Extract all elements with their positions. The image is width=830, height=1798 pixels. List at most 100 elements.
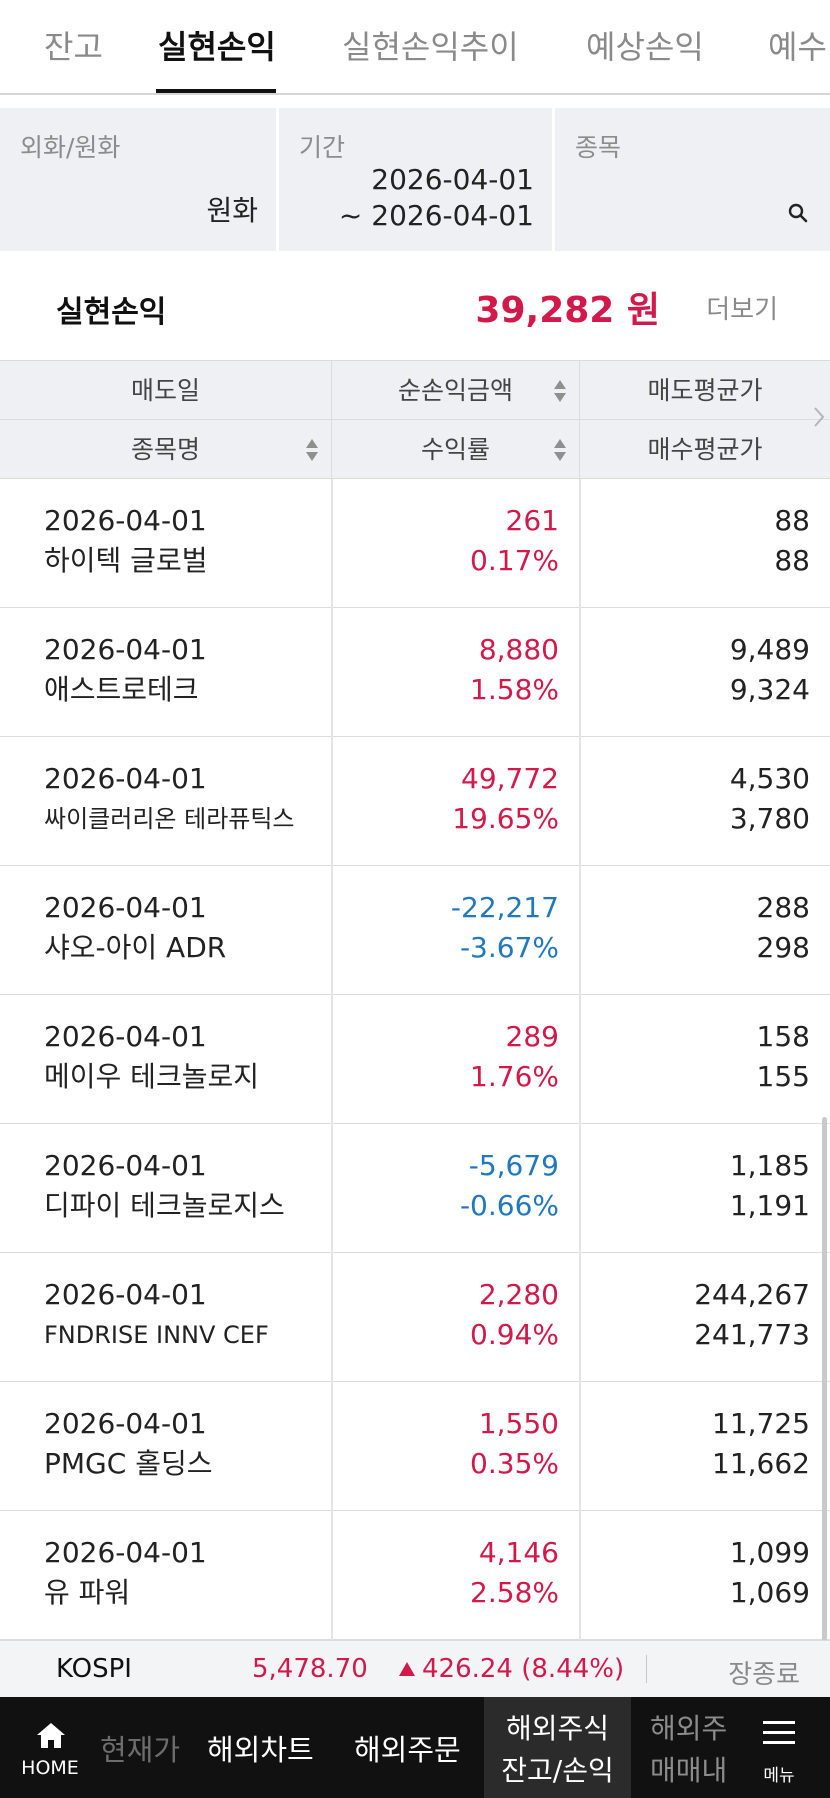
net-profit: 261 (505, 504, 559, 537)
table-row[interactable]: 2026-04-01 PMGC 홀딩스 1,550 0.35% 11,725 11,662 (0, 1382, 830, 1511)
nav-overseas-chart[interactable]: 해외차트 (207, 1733, 314, 1767)
cell-avg-prices: 4,530 3,780 (579, 737, 830, 866)
sell-date: 2026-04-01 (44, 1149, 207, 1182)
sort-icon[interactable] (553, 436, 567, 464)
cell-avg-prices: 1,099 1,069 (579, 1511, 830, 1640)
tab-balance[interactable]: 잔고 (44, 28, 103, 66)
table-row[interactable]: 2026-04-01 메이우 테크놀로지 289 1.76% 158 155 (0, 995, 830, 1124)
stock-name: PMGC 홀딩스 (44, 1447, 213, 1480)
ticker-divider (646, 1655, 647, 1683)
scrollbar[interactable] (822, 1117, 827, 1641)
cell-profit-rate: 261 0.17% (331, 479, 579, 608)
buy-avg-price: 1,069 (729, 1576, 810, 1609)
tab-realized-pnl-trend[interactable]: 실현손익추이 (342, 28, 519, 66)
period-start: 2026-04-01 (371, 163, 534, 196)
stock-name: 하이텍 글로벌 (44, 544, 208, 577)
header-return-rate[interactable]: 수익률 (331, 420, 579, 479)
net-profit: -22,217 (450, 891, 559, 924)
cell-date-name: 2026-04-01 디파이 테크놀로지스 (0, 1124, 331, 1253)
sell-date: 2026-04-01 (44, 891, 207, 924)
return-rate: 2.58% (470, 1576, 559, 1609)
header-stock-name[interactable]: 종목명 (0, 420, 331, 479)
net-profit: 8,880 (478, 633, 559, 666)
active-tab-indicator (156, 89, 276, 93)
search-icon[interactable] (788, 203, 808, 223)
stock-name: 샤오-아이 ADR (44, 931, 227, 964)
ticker-name: KOSPI (56, 1654, 132, 1684)
table-row[interactable]: 2026-04-01 FNDRISE INNV CEF 2,280 0.94% 244,… (0, 1253, 830, 1382)
tab-realized-pnl[interactable]: 실현손익 (158, 28, 276, 66)
stock-filter-label: 종목 (575, 133, 622, 162)
nav-active-line2: 잔고/손익 (501, 1754, 614, 1787)
cell-profit-rate: 4,146 2.58% (331, 1511, 579, 1640)
cell-profit-rate: -22,217 -3.67% (331, 866, 579, 995)
table-header: 매도일 순손익금액 매도평균가 종목명 수익률 매수평균가 (0, 360, 830, 479)
period-filter[interactable]: 기간 2026-04-01 ~ 2026-04-01 (276, 108, 552, 251)
buy-avg-price: 155 (756, 1060, 810, 1093)
more-button[interactable]: 더보기 (706, 295, 778, 325)
cell-profit-rate: 8,880 1.58% (331, 608, 579, 737)
cell-avg-prices: 1,185 1,191 (579, 1124, 830, 1253)
sell-date: 2026-04-01 (44, 1020, 207, 1053)
realized-pnl-summary: 실현손익 39,282 원 더보기 (0, 251, 830, 360)
net-profit: 49,772 (461, 762, 559, 795)
buy-avg-price: 88 (774, 544, 810, 577)
nav-current-price[interactable]: 현재가 (100, 1733, 181, 1767)
tab-bar: 잔고 실현손익 실현손익추이 예상손익 예수 (0, 0, 830, 95)
net-profit: 4,146 (478, 1536, 559, 1569)
sort-icon[interactable] (305, 436, 319, 464)
tab-expected-pnl[interactable]: 예상손익 (586, 28, 704, 66)
header-sell-date: 매도일 (130, 376, 200, 405)
sell-avg-price: 1,185 (729, 1149, 810, 1182)
table-row[interactable]: 2026-04-01 싸이클러리온 테라퓨틱스 49,772 19.65% 4,530 3… (0, 737, 830, 866)
tab-deposit[interactable]: 예수 (768, 28, 827, 66)
return-rate: -0.66% (459, 1189, 559, 1222)
index-ticker[interactable]: KOSPI 5,478.70 426.24 (8.44%) 장종료 (0, 1640, 830, 1697)
cell-avg-prices: 244,267 241,773 (579, 1253, 830, 1382)
currency-filter[interactable]: 외화/원화 원화 (0, 108, 276, 251)
sell-avg-price: 158 (756, 1020, 810, 1053)
chevron-right-icon[interactable] (812, 405, 826, 429)
nav-overseas-trade-history[interactable]: 해외주 매매내 (650, 1697, 728, 1798)
ticker-change: 426.24 (8.44%) (422, 1654, 625, 1684)
cell-date-name: 2026-04-01 하이텍 글로벌 (0, 479, 331, 608)
table-row[interactable]: 2026-04-01 샤오-아이 ADR -22,217 -3.67% 288 298 (0, 866, 830, 995)
buy-avg-price: 11,662 (712, 1447, 810, 1480)
nav-overseas-balance-pnl[interactable]: 해외주식 잔고/손익 (484, 1697, 631, 1798)
menu-label: 메뉴 (763, 1766, 795, 1786)
sell-date: 2026-04-01 (44, 1278, 207, 1311)
cell-avg-prices: 9,489 9,324 (579, 608, 830, 737)
nav-overseas-order[interactable]: 해외주문 (354, 1733, 461, 1767)
table-row[interactable]: 2026-04-01 하이텍 글로벌 261 0.17% 88 88 (0, 479, 830, 608)
cell-date-name: 2026-04-01 메이우 테크놀로지 (0, 995, 331, 1124)
cell-date-name: 2026-04-01 PMGC 홀딩스 (0, 1382, 331, 1511)
cell-profit-rate: 49,772 19.65% (331, 737, 579, 866)
period-filter-label: 기간 (299, 133, 346, 162)
table-row[interactable]: 2026-04-01 애스트로테크 8,880 1.58% 9,489 9,324 (0, 608, 830, 737)
nav-menu[interactable]: 메뉴 (740, 1697, 830, 1798)
stock-name: 메이우 테크놀로지 (44, 1060, 259, 1093)
header-return-rate-label: 수익률 (420, 435, 490, 464)
header-net-profit[interactable]: 순손익금액 (331, 361, 579, 420)
sort-icon[interactable] (553, 377, 567, 405)
summary-amount: 39,282 원 (475, 290, 660, 331)
table-row[interactable]: 2026-04-01 유 파워 4,146 2.58% 1,099 1,069 (0, 1511, 830, 1640)
nav-home[interactable]: HOME (0, 1697, 100, 1798)
cell-date-name: 2026-04-01 샤오-아이 ADR (0, 866, 331, 995)
cell-avg-prices: 158 155 (579, 995, 830, 1124)
cell-date-name: 2026-04-01 애스트로테크 (0, 608, 331, 737)
header-buy-avg-price: 매수평균가 (579, 420, 830, 479)
return-rate: 1.58% (470, 673, 559, 706)
sell-date: 2026-04-01 (44, 1536, 207, 1569)
sell-avg-price: 244,267 (694, 1278, 810, 1311)
table-row[interactable]: 2026-04-01 디파이 테크놀로지스 -5,679 -0.66% 1,185 1,1… (0, 1124, 830, 1253)
buy-avg-price: 9,324 (729, 673, 810, 706)
stock-filter[interactable]: 종목 (552, 108, 830, 251)
home-label: HOME (21, 1757, 79, 1779)
net-profit: -5,679 (468, 1149, 559, 1182)
return-rate: 19.65% (452, 802, 559, 835)
ticker-value: 5,478.70 (252, 1654, 368, 1684)
return-rate: 0.94% (470, 1318, 559, 1351)
stock-name: 애스트로테크 (44, 673, 199, 706)
header-stock-name-label: 종목명 (130, 435, 200, 464)
